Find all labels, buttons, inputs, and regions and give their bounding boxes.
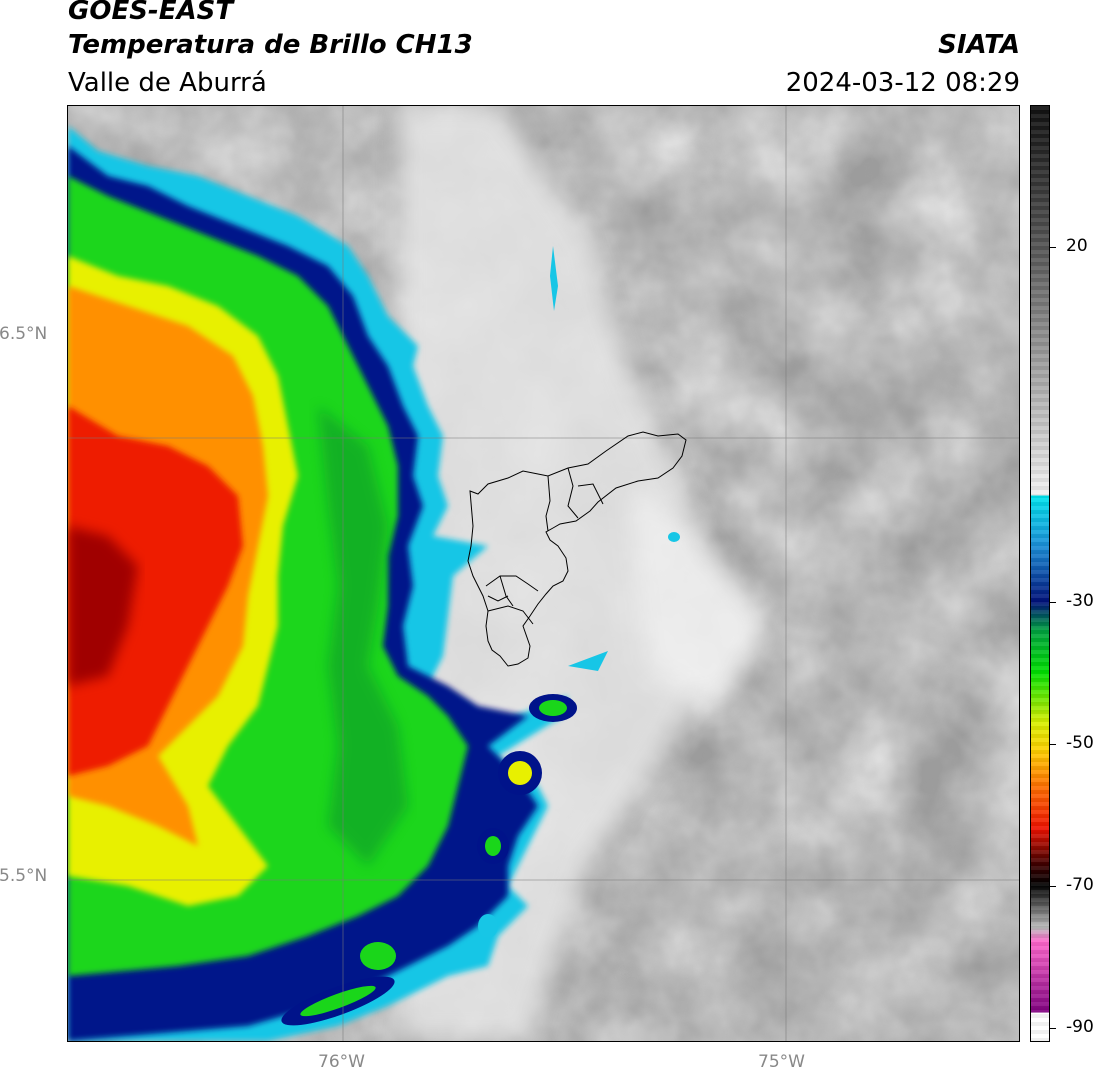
cyan-patch	[568, 651, 608, 671]
satellite-map[interactable]	[67, 105, 1020, 1042]
contour-dark-green	[318, 406, 408, 866]
colorbar-tick-label: 20	[1066, 235, 1088, 256]
colorbar-tick	[1050, 885, 1056, 887]
convective-cloud-system	[68, 126, 680, 1041]
small-cell	[539, 700, 567, 716]
region-subtitle: Valle de Aburrá	[68, 68, 267, 98]
satellite-title: GOES-EAST	[68, 0, 234, 26]
colorbar-tick-label: -70	[1066, 874, 1094, 895]
lat-label-6-5: 6.5°N	[0, 324, 48, 344]
colorbar-tick	[1050, 743, 1056, 745]
brightness-temperature-image	[68, 106, 1019, 1041]
small-cell	[508, 761, 532, 785]
product-title: Temperatura de Brillo CH13	[68, 30, 473, 60]
small-cell	[300, 985, 376, 1017]
cyan-patch	[668, 532, 680, 542]
colorbar-tick-label: -50	[1066, 732, 1094, 753]
lon-label-76: 76°W	[318, 1052, 365, 1072]
colorbar-tick-label: -30	[1066, 590, 1094, 611]
cyan-patch	[478, 914, 498, 938]
temperature-colorbar	[1030, 105, 1050, 1042]
brand-label: SIATA	[938, 30, 1020, 60]
graticule	[68, 106, 1019, 1041]
small-cell	[360, 942, 396, 970]
timestamp-label: 2024-03-12 08:29	[785, 68, 1020, 98]
cyan-streak	[550, 246, 558, 311]
aburra-valley-boundaries	[467, 431, 687, 667]
contour-dark-red	[68, 526, 138, 686]
colorbar-tick	[1050, 1027, 1056, 1029]
lon-label-75: 75°W	[758, 1052, 805, 1072]
small-cell	[485, 836, 501, 856]
colorbar-tick	[1050, 246, 1056, 248]
lat-label-5-5: 5.5°N	[0, 866, 48, 886]
colorbar-tick-label: -90	[1066, 1016, 1094, 1037]
contour-red	[68, 406, 243, 776]
colorbar-tick	[1050, 601, 1056, 603]
